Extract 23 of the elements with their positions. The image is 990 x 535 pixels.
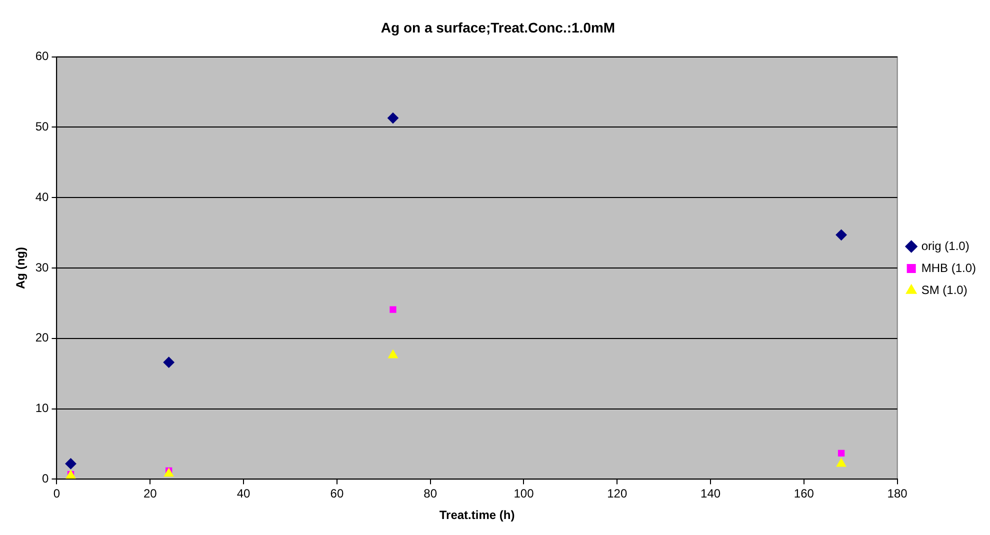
y-tick-label: 0 [42, 472, 50, 486]
legend-label: SM (1.0) [921, 282, 968, 297]
x-tick-label: 160 [794, 486, 814, 501]
y-tick-label: 50 [35, 120, 50, 134]
x-tick-label: 140 [700, 486, 721, 501]
x-tick-label: 60 [330, 486, 344, 501]
chart-title: Ag on a surface;Treat.Conc.:1.0mM [380, 19, 616, 36]
x-tick-label: 100 [514, 486, 534, 501]
y-tick-label: 20 [35, 330, 50, 345]
y-tick-label: 60 [35, 49, 50, 64]
legend-label: orig (1.0) [921, 238, 970, 253]
x-tick-label: 180 [887, 486, 908, 501]
x-tick-label: 40 [236, 486, 251, 501]
x-axis-title: Treat.time (h) [439, 508, 515, 522]
x-tick-label: 120 [607, 486, 628, 501]
legend-label: MHB (1.0) [921, 260, 976, 275]
x-tick-label: 80 [424, 486, 438, 501]
y-tick-label: 40 [35, 190, 50, 204]
y-axis-title: Ag (ng) [14, 247, 28, 289]
y-tick-label: 30 [35, 260, 50, 274]
y-tick-label: 10 [35, 401, 50, 416]
x-tick-label: 0 [53, 486, 60, 501]
x-tick-label: 20 [143, 486, 158, 501]
